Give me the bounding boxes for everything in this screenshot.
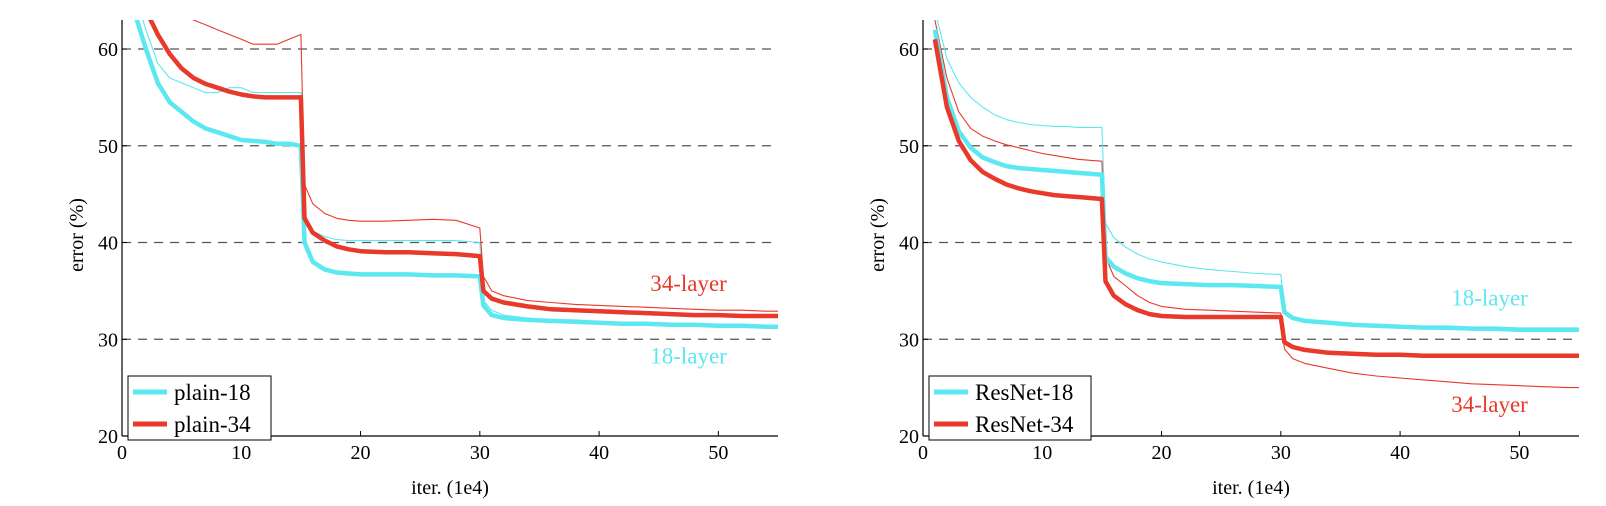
x-tick-label: 20	[351, 442, 371, 464]
tick-labels: 0 10 20 30 40 50 20 30 40 50 60	[98, 39, 728, 464]
x-tick-label: 30	[470, 442, 490, 464]
legend: ResNet-18 ResNet-34	[928, 375, 1092, 441]
annotation-18-layer: 18-layer	[650, 343, 727, 368]
x-tick-label: 20	[1152, 442, 1172, 464]
legend-label-plain-18: plain-18	[174, 380, 251, 405]
axes	[922, 20, 1579, 437]
x-tick-label: 40	[589, 442, 609, 464]
y-tick-label: 20	[98, 426, 118, 448]
y-tick-label: 30	[98, 329, 118, 351]
chart-plain: 0 10 20 30 40 50 20 30 40 50 60 iter. (1e4) error …	[66, 20, 778, 499]
tick-labels: 0 10 20 30 40 50 20 30 40 50 60	[899, 39, 1529, 464]
axes	[121, 20, 778, 437]
y-axis-label: error (%)	[66, 198, 88, 272]
series-lines	[932, 20, 1579, 389]
legend-label-plain-34: plain-34	[174, 412, 251, 437]
annotations: 34-layer 18-layer	[650, 271, 727, 369]
series-line-plain-34-train	[192, 20, 778, 312]
series-line-resnet-18	[932, 29, 1579, 332]
y-tick-label: 40	[98, 233, 118, 255]
x-tick-label: 50	[1509, 442, 1529, 464]
x-tick-label: 10	[231, 442, 251, 464]
x-tick-label: 30	[1271, 442, 1291, 464]
legend-label-resnet-18: ResNet-18	[975, 380, 1073, 405]
x-tick-label: 50	[708, 442, 728, 464]
chart-resnet: 0 10 20 30 40 50 20 30 40 50 60 iter. (1e4) error …	[867, 20, 1579, 499]
series-line-resnet-34	[932, 38, 1579, 358]
annotation-34-layer: 34-layer	[650, 271, 727, 296]
legend-label-resnet-34: ResNet-34	[975, 412, 1074, 437]
legend: plain-18 plain-34	[127, 375, 272, 441]
annotation-18-layer: 18-layer	[1451, 285, 1528, 310]
y-tick-label: 20	[899, 426, 919, 448]
x-tick-label: 10	[1032, 442, 1052, 464]
y-tick-label: 60	[98, 39, 118, 61]
y-tick-label: 50	[899, 136, 919, 158]
series-line-resnet-34-train	[934, 20, 1579, 389]
series-line-plain-18	[134, 20, 778, 329]
annotations: 18-layer 34-layer	[1451, 285, 1528, 416]
annotation-34-layer: 34-layer	[1451, 392, 1528, 417]
x-tick-label: 0	[117, 442, 127, 464]
y-tick-label: 50	[98, 136, 118, 158]
x-tick-label: 40	[1390, 442, 1410, 464]
legend-box	[928, 375, 1092, 441]
y-axis-label: error (%)	[867, 198, 889, 272]
series-lines	[134, 20, 778, 329]
legend-box	[127, 375, 272, 441]
x-tick-label: 0	[918, 442, 928, 464]
y-tick-label: 60	[899, 39, 919, 61]
x-axis-label: iter. (1e4)	[1212, 477, 1290, 499]
y-tick-label: 40	[899, 233, 919, 255]
x-axis-label: iter. (1e4)	[411, 477, 489, 499]
grid-lines	[923, 48, 1579, 340]
series-line-plain-34	[148, 20, 778, 319]
grid-lines	[122, 48, 778, 340]
y-tick-label: 30	[899, 329, 919, 351]
